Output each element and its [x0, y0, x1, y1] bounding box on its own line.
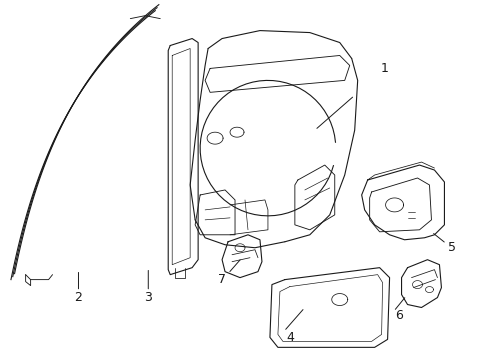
Text: 5: 5	[448, 241, 456, 254]
Text: 6: 6	[395, 309, 403, 322]
Text: 4: 4	[286, 331, 294, 344]
Text: 3: 3	[145, 291, 152, 304]
Text: 2: 2	[74, 291, 82, 304]
Text: 1: 1	[381, 62, 389, 75]
Text: 7: 7	[218, 273, 226, 286]
